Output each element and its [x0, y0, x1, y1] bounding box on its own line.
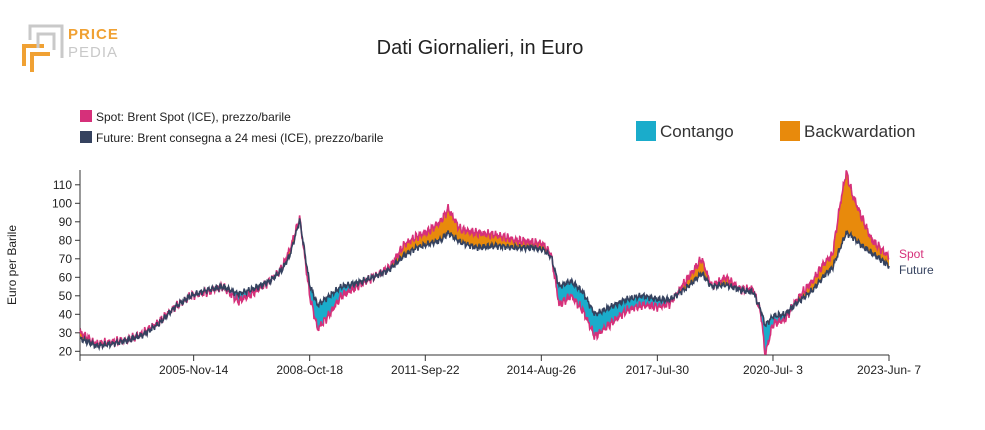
legend-label-backwardation: Backwardation	[804, 122, 916, 141]
contango-area	[552, 264, 675, 340]
backwardation-area	[793, 170, 889, 309]
y-tick-label: 70	[59, 252, 73, 266]
series-legend: Spot: Brent Spot (ICE), prezzo/barile Fu…	[80, 110, 384, 145]
y-tick-label: 30	[59, 326, 73, 340]
spread-fills	[80, 170, 889, 355]
y-axis: 20 30 40 50 60 70 80 90 100 110	[52, 170, 81, 358]
logo-mark-icon	[22, 24, 64, 72]
legend-swatch-backwardation	[780, 121, 800, 141]
y-tick-label: 90	[59, 215, 73, 229]
logo-text-top: PRICE	[68, 26, 119, 43]
backwardation-area	[386, 204, 550, 272]
end-label-future: Future	[899, 263, 934, 277]
contango-area	[301, 235, 366, 331]
y-axis-label: Euro per Barile	[5, 225, 19, 305]
future-line	[79, 218, 890, 352]
legend-label-contango: Contango	[660, 122, 734, 141]
y-tick-label: 110	[53, 178, 72, 192]
legend-label-future: Future: Brent consegna a 24 mesi (ICE), …	[96, 131, 384, 145]
x-tick-label: 2017-Jul-30	[626, 363, 690, 377]
y-tick-label: 50	[59, 289, 73, 303]
end-label-spot: Spot	[899, 247, 924, 261]
spread-legend: Contango Backwardation	[636, 121, 916, 141]
x-tick-label: 2005-Nov-14	[159, 363, 229, 377]
x-tick-label: 2008-Oct-18	[276, 363, 343, 377]
y-tick-label: 40	[59, 307, 73, 321]
x-axis: 2005-Nov-14 2008-Oct-18 2011-Sep-22 2014-Au…	[79, 354, 921, 377]
legend-label-spot: Spot: Brent Spot (ICE), prezzo/barile	[96, 110, 291, 124]
x-tick-label: 2014-Aug-26	[507, 363, 577, 377]
y-tick-label: 100	[52, 196, 72, 210]
y-tick-label: 80	[59, 233, 73, 247]
y-tick-label: 20	[59, 344, 73, 358]
legend-swatch-spot	[80, 110, 92, 122]
chart-title: Dati Giornalieri, in Euro	[377, 37, 584, 59]
series-lines	[79, 170, 890, 356]
x-tick-label: 2020-Jul- 3	[743, 363, 803, 377]
series-end-labels: Spot Future	[899, 247, 934, 277]
logo-text-bottom: PEDIA	[68, 44, 118, 61]
legend-swatch-contango	[636, 121, 656, 141]
pricepedia-logo: PRICE PEDIA	[22, 24, 119, 72]
legend-swatch-future	[80, 131, 92, 143]
y-tick-label: 60	[59, 270, 73, 284]
x-tick-label: 2023-Jun- 7	[857, 363, 921, 377]
x-tick-label: 2011-Sep-22	[391, 363, 460, 377]
